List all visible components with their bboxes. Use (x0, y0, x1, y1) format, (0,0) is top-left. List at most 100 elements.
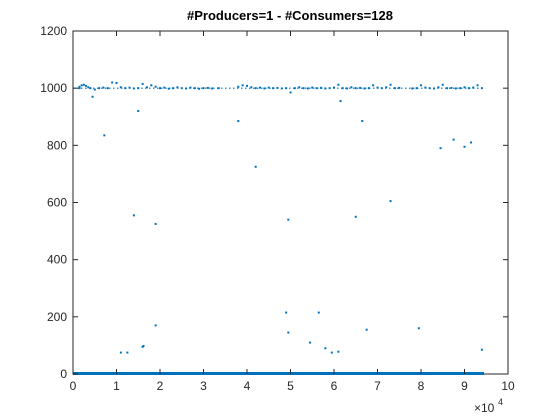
data-point (87, 86, 90, 89)
data-point (106, 87, 109, 90)
data-point (78, 87, 81, 90)
data-point (439, 147, 442, 150)
data-point (287, 218, 290, 221)
data-point (389, 83, 392, 86)
data-point (189, 86, 192, 89)
data-point (359, 86, 362, 89)
data-point (365, 328, 368, 331)
data-point (142, 344, 145, 347)
data-point (246, 84, 248, 87)
data-point (298, 86, 301, 89)
data-point (193, 87, 196, 90)
data-point (389, 200, 392, 203)
x-tick-label: 0 (70, 379, 77, 393)
x-exponent-label: ×10 4 (474, 397, 503, 415)
data-point (467, 87, 470, 90)
data-point (441, 83, 444, 86)
data-point (289, 91, 292, 94)
x-tick-label: 9 (461, 379, 468, 393)
chart-title: #Producers=1 - #Consumers=128 (187, 8, 393, 23)
data-point (424, 86, 427, 89)
data-point (309, 341, 312, 344)
data-point (150, 84, 153, 87)
data-point (328, 87, 331, 90)
x-tick-label: 7 (374, 379, 381, 393)
data-point (211, 87, 214, 90)
data-point (119, 351, 122, 354)
x-exponent-base: ×10 (474, 401, 495, 415)
data-point (91, 95, 94, 98)
data-point (339, 100, 342, 103)
data-point (363, 87, 366, 90)
x-axis: 0 1 2 3 4 5 6 7 8 9 10 (70, 31, 515, 393)
baseline-points-band (73, 372, 485, 375)
data-point (128, 86, 131, 89)
data-point (337, 350, 340, 353)
data-point (263, 87, 266, 90)
data-point (450, 86, 453, 89)
data-point (376, 86, 379, 89)
x-tick-label: 10 (501, 379, 515, 393)
data-point (267, 86, 270, 89)
data-point (354, 215, 357, 218)
data-point (463, 86, 466, 89)
data-point (137, 87, 140, 90)
data-point (254, 165, 257, 168)
data-point (237, 120, 240, 123)
axes-box (72, 30, 509, 375)
data-point (167, 87, 170, 90)
data-point (93, 88, 96, 91)
data-point (393, 87, 396, 90)
data-point (250, 86, 253, 89)
data-point (470, 141, 473, 144)
data-point (180, 87, 183, 90)
data-point (420, 84, 422, 87)
x-tick-label: 3 (200, 379, 207, 393)
data-point (154, 85, 157, 88)
x-tick-label: 4 (244, 379, 251, 393)
data-point (293, 87, 296, 90)
data-point (102, 86, 105, 89)
data-point (202, 87, 205, 90)
data-point (324, 87, 327, 90)
data-point (154, 222, 157, 225)
data-point (206, 86, 209, 89)
data-point (254, 87, 257, 90)
data-point (317, 311, 320, 314)
data-point (132, 214, 135, 217)
data-point (159, 87, 161, 90)
data-point (237, 85, 240, 88)
plot-area (72, 30, 509, 375)
y-tick-label: 200 (47, 310, 67, 324)
data-point (185, 87, 188, 90)
data-point (126, 351, 129, 354)
data-point (287, 331, 290, 334)
data-point (367, 87, 370, 90)
y-tick-label: 400 (47, 253, 67, 267)
x-tick-label: 5 (287, 379, 294, 393)
x-exponent-power: 4 (498, 397, 503, 407)
y-axis: 0 200 400 600 800 1000 1200 (40, 24, 508, 381)
data-point (82, 83, 85, 86)
data-point (280, 87, 283, 90)
data-point (302, 87, 305, 90)
data-point (333, 86, 335, 89)
data-point (85, 84, 88, 87)
data-point (437, 86, 440, 89)
data-point (411, 87, 414, 90)
data-point (459, 87, 462, 90)
data-point (241, 84, 244, 87)
data-point (472, 86, 475, 89)
data-point (324, 347, 327, 350)
data-point (337, 83, 340, 86)
x-tick-label: 8 (418, 379, 425, 393)
data-point (98, 87, 101, 90)
data-point (198, 87, 201, 90)
data-point (319, 86, 322, 89)
data-point (417, 327, 420, 330)
data-point (354, 87, 357, 90)
data-point (285, 311, 288, 314)
y-tick-label: 1000 (40, 81, 67, 95)
data-point (124, 87, 127, 90)
